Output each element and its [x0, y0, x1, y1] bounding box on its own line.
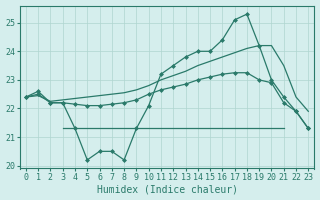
X-axis label: Humidex (Indice chaleur): Humidex (Indice chaleur) — [97, 184, 237, 194]
